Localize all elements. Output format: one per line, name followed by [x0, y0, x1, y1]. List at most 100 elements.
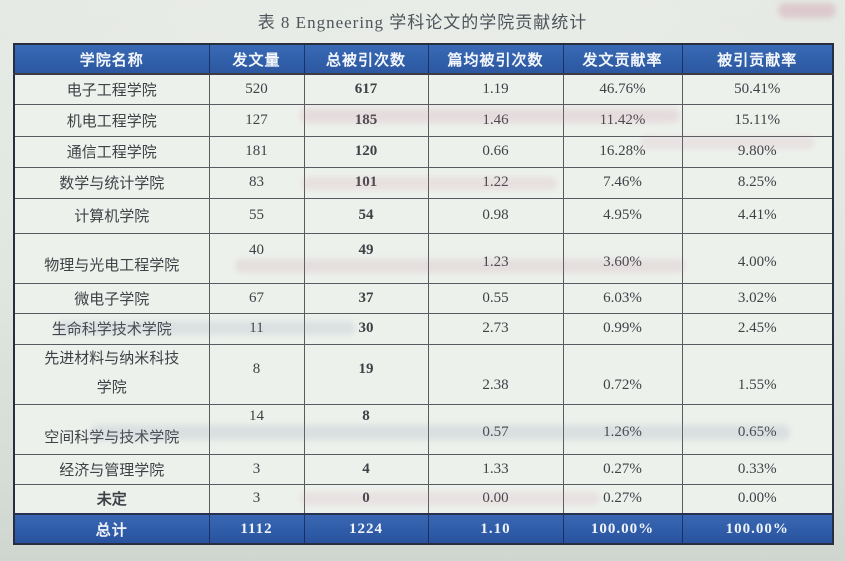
- table-row: 电子工程学院 520 617 1.19 46.76% 50.41%: [13, 73, 834, 105]
- cell-publication-count: 520: [208, 73, 305, 105]
- table-header-row: 学院名称 发文量 总被引次数 篇均被引次数 发文贡献率 被引贡献率: [13, 44, 834, 75]
- cell-total-citations: 0: [303, 483, 429, 515]
- cell-total-citation-rate: 100.00%: [681, 513, 834, 544]
- col-header-avg-citations: 篇均被引次数: [427, 44, 564, 75]
- cell-college-name: 机电工程学院: [13, 103, 210, 137]
- cell-publication-count: 14: [208, 403, 305, 455]
- col-header-citation-rate: 被引贡献率: [681, 44, 834, 75]
- cell-total-citations: 101: [303, 166, 429, 199]
- cell-college-name: 经济与管理学院: [13, 453, 210, 485]
- cell-college-name: 计算机学院: [13, 197, 210, 234]
- table-row: 生命科学技术学院 11 30 2.73 0.99% 2.45%: [13, 312, 834, 345]
- cell-publication-rate: 11.42%: [562, 103, 683, 137]
- cell-publication-count: 67: [208, 282, 305, 314]
- college-contribution-table: 学院名称 发文量 总被引次数 篇均被引次数 发文贡献率 被引贡献率 电子工程学院…: [13, 43, 834, 545]
- cell-total-label: 总计: [13, 513, 210, 544]
- cell-publication-count: 8: [208, 343, 305, 405]
- col-header-college-name: 学院名称: [13, 44, 210, 75]
- cell-college-name: 未定: [13, 483, 210, 515]
- cell-college-name: 空间科学与技术学院: [13, 403, 210, 455]
- cell-citation-rate: 15.11%: [681, 103, 834, 137]
- cell-college-name: 生命科学技术学院: [13, 312, 210, 345]
- cell-publication-rate: 0.72%: [562, 343, 683, 405]
- cell-citation-rate: 8.25%: [681, 166, 834, 199]
- cell-college-name: 物理与光电工程学院: [13, 232, 210, 284]
- cell-publication-count: 181: [208, 135, 305, 168]
- cell-publication-count: 11: [208, 312, 305, 345]
- cell-college-name: 电子工程学院: [13, 73, 210, 105]
- cell-total-publication-rate: 100.00%: [562, 513, 683, 544]
- cell-avg-citations: 2.38: [427, 343, 564, 405]
- cell-avg-citations: 0.00: [427, 483, 564, 515]
- cell-total-citations: 8: [303, 403, 429, 455]
- cell-avg-citations: 0.66: [427, 135, 564, 168]
- cell-citation-rate: 4.00%: [681, 232, 834, 284]
- cell-college-name: 通信工程学院: [13, 135, 210, 168]
- cell-avg-citations: 0.55: [427, 282, 564, 314]
- cell-publication-rate: 3.60%: [562, 232, 683, 284]
- cell-total-citations: 54: [303, 197, 429, 234]
- table-row: 先进材料与纳米科技 学院 8 19 2.38 0.72% 1.55%: [13, 343, 834, 405]
- cell-total-citations: 120: [303, 135, 429, 168]
- cell-avg-citations: 1.19: [427, 73, 564, 105]
- cell-avg-citations: 1.33: [427, 453, 564, 485]
- cell-college-name: 微电子学院: [13, 282, 210, 314]
- cell-publication-rate: 16.28%: [562, 135, 683, 168]
- cell-citation-rate: 0.33%: [681, 453, 834, 485]
- cell-total-citations: 19: [303, 343, 429, 405]
- cell-total-citations: 617: [303, 73, 429, 105]
- cell-publication-count: 3: [208, 453, 305, 485]
- table-row: 计算机学院 55 54 0.98 4.95% 4.41%: [13, 197, 834, 234]
- table-row: 空间科学与技术学院 14 8 0.57 1.26% 0.65%: [13, 403, 834, 455]
- cell-avg-citations: 0.57: [427, 403, 564, 455]
- table-row: 经济与管理学院 3 4 1.33 0.27% 0.33%: [13, 453, 834, 485]
- table-row: 未定 3 0 0.00 0.27% 0.00%: [13, 483, 834, 515]
- table-caption: 表 8 Engneering 学科论文的学院贡献统计: [257, 13, 588, 32]
- col-header-total-citations: 总被引次数: [303, 44, 429, 75]
- cell-publication-rate: 0.27%: [562, 483, 683, 515]
- table-row: 通信工程学院 181 120 0.66 16.28% 9.80%: [13, 135, 834, 168]
- cell-publication-rate: 0.99%: [562, 312, 683, 345]
- cell-publication-rate: 6.03%: [562, 282, 683, 314]
- cell-publication-rate: 1.26%: [562, 403, 683, 455]
- cell-total-avg-citations: 1.10: [427, 513, 564, 544]
- cell-total-citations: 49: [303, 232, 429, 284]
- cell-avg-citations: 1.22: [427, 166, 564, 199]
- cell-publication-count: 83: [208, 166, 305, 199]
- cell-publication-rate: 46.76%: [562, 73, 683, 105]
- col-header-publication-rate: 发文贡献率: [562, 44, 683, 75]
- cell-publication-count: 127: [208, 103, 305, 137]
- cell-total-citations: 1224: [303, 513, 429, 544]
- cell-total-citations: 30: [303, 312, 429, 345]
- table-row: 机电工程学院 127 185 1.46 11.42% 15.11%: [13, 103, 834, 137]
- cell-college-name: 先进材料与纳米科技 学院: [13, 343, 210, 405]
- cell-citation-rate: 1.55%: [681, 343, 834, 405]
- cell-citation-rate: 4.41%: [681, 197, 834, 234]
- cell-citation-rate: 9.80%: [681, 135, 834, 168]
- table-row: 物理与光电工程学院 40 49 1.23 3.60% 4.00%: [13, 232, 834, 284]
- cell-college-name: 数学与统计学院: [13, 166, 210, 199]
- cell-publication-count: 40: [208, 232, 305, 284]
- table-row: 数学与统计学院 83 101 1.22 7.46% 8.25%: [13, 166, 834, 199]
- cell-publication-rate: 0.27%: [562, 453, 683, 485]
- cell-total-publication-count: 1112: [208, 513, 305, 544]
- cell-citation-rate: 3.02%: [681, 282, 834, 314]
- col-header-publication-count: 发文量: [208, 44, 305, 75]
- cell-citation-rate: 0.65%: [681, 403, 834, 455]
- table-total-row: 总计 1112 1224 1.10 100.00% 100.00%: [13, 513, 834, 544]
- cell-avg-citations: 1.23: [427, 232, 564, 284]
- cell-publication-count: 55: [208, 197, 305, 234]
- cell-total-citations: 185: [303, 103, 429, 137]
- cell-publication-count: 3: [208, 483, 305, 515]
- cell-citation-rate: 2.45%: [681, 312, 834, 345]
- cell-avg-citations: 1.46: [427, 103, 564, 137]
- cell-avg-citations: 0.98: [427, 197, 564, 234]
- cell-publication-rate: 4.95%: [562, 197, 683, 234]
- cell-avg-citations: 2.73: [427, 312, 564, 345]
- cell-publication-rate: 7.46%: [562, 166, 683, 199]
- cell-total-citations: 37: [303, 282, 429, 314]
- table-row: 微电子学院 67 37 0.55 6.03% 3.02%: [13, 282, 834, 314]
- cell-citation-rate: 0.00%: [681, 483, 834, 515]
- cell-total-citations: 4: [303, 453, 429, 485]
